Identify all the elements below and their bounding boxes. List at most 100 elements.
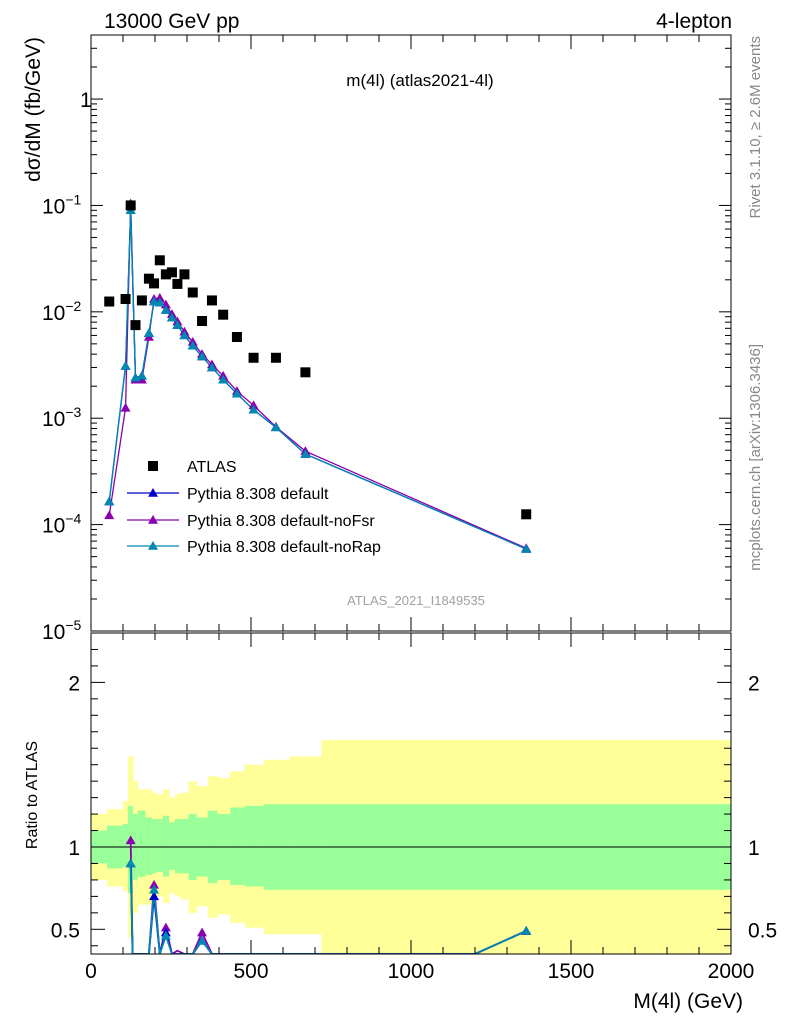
side-text-bottom: mcplots.cern.ch [arXiv:1306.3436] [747, 344, 764, 571]
ratio-point-1 [160, 922, 171, 932]
top-y-tick-label: 10−3 [42, 404, 82, 431]
x-tick-label: 2000 [708, 960, 755, 983]
ratio-band-inner [145, 817, 153, 875]
series-point-2 [179, 330, 190, 340]
ratio-point-1 [197, 927, 208, 937]
ratio-band-inner [174, 819, 182, 874]
legend-entry: ATLAS [187, 459, 237, 476]
ratio-y-tick-label-right: 2 [748, 672, 760, 695]
ratio-point-2 [197, 935, 208, 945]
data-point [300, 367, 311, 378]
data-point [166, 267, 177, 278]
x-tick-label: 1500 [548, 960, 595, 983]
series-point-1 [154, 292, 165, 302]
data-point [270, 352, 281, 363]
top-y-tick-label: 10−4 [42, 511, 82, 538]
ratio-band-inner [230, 807, 246, 885]
data-point [521, 509, 532, 520]
series-point-2 [149, 296, 160, 306]
plot-title: m(4l) (atlas2021-4l) [346, 71, 493, 90]
series-point-2 [270, 422, 281, 432]
data-point [197, 316, 208, 327]
data-point [143, 273, 154, 284]
ratio-band-inner [244, 805, 265, 887]
ratio-line-2 [129, 863, 527, 954]
ratio-point-2 [149, 884, 160, 894]
header-left: 13000 GeV pp [104, 10, 239, 33]
ratio-point-0 [149, 891, 160, 901]
data-point [136, 295, 147, 306]
series-point-2 [521, 543, 532, 553]
legend-entry: Pythia 8.308 default-noFsr [187, 513, 375, 530]
x-tick-label: 0 [85, 960, 97, 983]
x-tick-label: 1000 [388, 960, 435, 983]
ratio-y-tick-label-left: 0.5 [51, 919, 80, 942]
data-point [206, 295, 217, 306]
x-tick-label: 500 [233, 960, 268, 983]
ratio-ylabel: Ratio to ATLAS [24, 741, 41, 849]
data-point [120, 294, 131, 305]
side-text-top: Rivet 3.1.10, ≥ 2.6M events [747, 36, 764, 219]
ratio-panel: 0.5 0.5 1 1 2 2 [51, 632, 777, 955]
series-point-2 [104, 496, 115, 506]
legend-entry: Pythia 8.308 default-noRap [187, 539, 381, 556]
series-point-2 [154, 297, 165, 307]
xlabel: M(4l) (GeV) [633, 990, 743, 1013]
series-point-1 [120, 402, 131, 412]
series-point-2 [136, 370, 147, 380]
ratio-y-tick-label-right: 0.5 [748, 919, 777, 942]
ratio-band-inner [137, 810, 146, 877]
legend-marker-data [148, 461, 158, 471]
x-tick-labels: 0 500 1000 1500 2000 [85, 960, 754, 983]
series-point-2 [120, 360, 131, 370]
ratio-band-inner [123, 823, 129, 867]
top-y-tick-label: 10−2 [42, 298, 82, 325]
data-point [160, 269, 171, 280]
ratio-point-1 [125, 835, 136, 845]
legend-entry: Pythia 8.308 default [187, 486, 329, 503]
ratio-y-tick-label-right: 1 [748, 837, 760, 860]
legend: ATLAS Pythia 8.308 default Pythia 8.308 de… [127, 459, 381, 556]
series-point-2 [166, 312, 177, 322]
series-point-2 [248, 404, 259, 414]
ratio-band-inner [151, 819, 158, 874]
data-point [231, 332, 242, 343]
legend-marker-0 [148, 488, 158, 497]
series-point-2 [172, 320, 183, 329]
data-point [125, 200, 136, 211]
series-point-2 [160, 305, 171, 314]
data-point [248, 352, 259, 363]
ratio-band-inner [163, 815, 170, 877]
data-point [149, 278, 160, 289]
ratio-point-1 [149, 879, 160, 889]
ratio-y-tick-label-left: 1 [68, 837, 80, 860]
series-point-2 [231, 388, 242, 398]
data-point [130, 320, 141, 331]
top-panel: 10−5 10−4 10−3 10−2 10−1 1 [42, 34, 732, 644]
legend-marker-2 [148, 541, 158, 550]
top-ylabel: dσ/dM (fb/GeV) [22, 37, 45, 182]
ratio-point-2 [125, 858, 136, 868]
series-point-2 [206, 362, 217, 372]
series-point-2 [197, 351, 208, 361]
series-point-2 [187, 340, 198, 350]
series-point-1 [248, 400, 259, 410]
data-point [179, 269, 190, 280]
ratio-band-inner [180, 819, 190, 874]
data-point [218, 309, 229, 320]
ratio-y-tick-label-left: 2 [68, 672, 80, 695]
analysis-label: ATLAS_2021_I1849535 [347, 593, 485, 608]
data-point [154, 255, 165, 266]
series-point-1 [104, 510, 115, 520]
top-y-tick-label: 10−1 [42, 191, 82, 218]
series-point-2 [143, 328, 154, 337]
legend-marker-1 [148, 515, 158, 524]
data-point [187, 287, 198, 298]
ratio-band-inner [156, 819, 164, 872]
top-y-tick-label: 10−5 [42, 617, 82, 644]
data-point [104, 296, 115, 307]
data-point [172, 278, 183, 289]
header-right: 4-lepton [656, 10, 732, 33]
series-point-2 [300, 449, 311, 458]
